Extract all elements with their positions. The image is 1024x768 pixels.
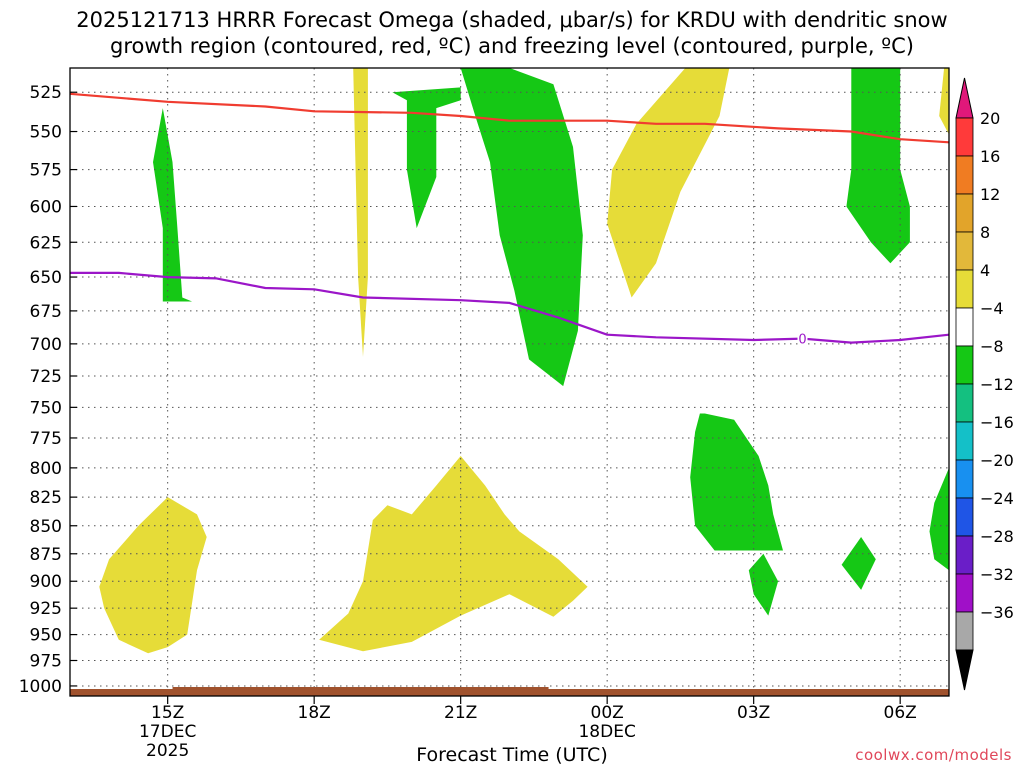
colorbar-label: 20 (980, 109, 1000, 128)
omega-positive-1 (353, 68, 368, 357)
colorbar-swatch (955, 459, 974, 499)
x-tick-label: 18Z (298, 703, 331, 723)
colorbar-label: −36 (980, 603, 1014, 622)
x-tick-date: 17DEC (139, 722, 196, 742)
y-tick-label: 750 (30, 398, 62, 418)
colorbar-swatch (955, 269, 974, 309)
terrain-bump (172, 687, 549, 690)
y-tick-label: 925 (30, 599, 62, 619)
colorbar-swatch (955, 611, 974, 651)
omega-positive-3 (939, 68, 949, 135)
colorbar-swatch (955, 573, 974, 613)
dendritic-growth-line (69, 92, 950, 144)
colorbar-label: −16 (980, 413, 1014, 432)
y-tick-label: 1000 (19, 677, 62, 697)
y-tick-label: 550 (30, 123, 62, 143)
y-tick-label: 975 (30, 652, 62, 672)
colorbar-label: 8 (980, 223, 990, 242)
colorbar-swatch (955, 193, 974, 233)
colorbar-label: −28 (980, 527, 1014, 546)
colorbar-label: −12 (980, 375, 1014, 394)
freezing-level-line (70, 271, 950, 344)
omega-negative-5 (690, 413, 783, 551)
terrain-ground (70, 689, 949, 696)
colorbar-swatch (955, 421, 974, 461)
x-tick-label: 03Z (737, 703, 770, 723)
y-tick-label: 650 (30, 268, 62, 288)
colorbar-label: −4 (980, 299, 1004, 318)
y-tick-label: 775 (30, 429, 62, 449)
y-tick-label: 600 (30, 197, 62, 217)
omega-positive-2 (607, 68, 730, 298)
colorbar-top-arrow (955, 77, 974, 119)
colorbar: 20 16 12 8 4 −4 −8 −12 −16 −20 −24 −28 −32 −36 (955, 77, 1014, 691)
y-tick-label: 725 (30, 367, 62, 387)
omega-positive-4 (99, 497, 207, 654)
x-tick-label: 15Z (151, 703, 184, 723)
colorbar-swatch (955, 383, 974, 423)
colorbar-swatch (955, 307, 974, 347)
y-tick-label: 525 (30, 83, 62, 103)
omega-negative-7 (841, 537, 876, 590)
x-tick-year: 2025 (146, 741, 189, 761)
contour-lines: 0 (69, 92, 950, 348)
omega-negative-6 (748, 553, 779, 616)
freezing-contour-label: 0 (798, 333, 806, 348)
x-tick-label: 06Z (884, 703, 917, 723)
omega-positive-5 (319, 456, 588, 652)
x-tick-label: 00Z (591, 703, 624, 723)
colorbar-bottom-arrow (955, 649, 974, 691)
omega-negative-2 (392, 87, 461, 229)
omega-negative-1 (153, 108, 193, 302)
colorbar-swatch (955, 155, 974, 195)
y-tick-label: 700 (30, 335, 62, 355)
colorbar-label: −20 (980, 451, 1014, 470)
plot-frame (69, 67, 950, 697)
x-tick-date: 18DEC (578, 722, 635, 742)
credit-link[interactable]: coolwx.com/models (855, 746, 1012, 764)
colorbar-label: −8 (980, 337, 1004, 356)
y-tick-label: 900 (30, 572, 62, 592)
x-tick-label: 21Z (444, 703, 477, 723)
y-tick-label: 575 (30, 161, 62, 181)
colorbar-swatch (955, 117, 974, 157)
y-tick-label: 850 (30, 517, 62, 537)
omega-negative-8 (929, 467, 949, 571)
colorbar-label: 4 (980, 261, 990, 280)
x-axis-title: Forecast Time (UTC) (416, 744, 608, 766)
y-tick-label: 950 (30, 626, 62, 646)
chart-title-line2: growth region (contoured, red, ºC) and f… (110, 34, 914, 58)
omega-negative-4 (846, 68, 910, 264)
terrain-strip (70, 687, 949, 696)
y-tick-label: 625 (30, 233, 62, 253)
y-axis: 525 550 575 600 625 650 675 700 725 750 775 800 825 8… (19, 83, 77, 697)
y-tick-label: 825 (30, 488, 62, 508)
colorbar-label: 12 (980, 185, 1000, 204)
colorbar-swatch (955, 535, 974, 575)
colorbar-label: −24 (980, 489, 1014, 508)
y-tick-label: 875 (30, 545, 62, 565)
colorbar-label: −32 (980, 565, 1014, 584)
y-tick-label: 800 (30, 459, 62, 479)
y-tick-label: 675 (30, 302, 62, 322)
colorbar-swatch (955, 497, 974, 537)
colorbar-label: 16 (980, 147, 1000, 166)
omega-shading (99, 68, 949, 654)
omega-negative-3 (460, 68, 583, 387)
contour-label-bg (797, 330, 808, 346)
colorbar-swatch (955, 345, 974, 385)
colorbar-swatch (955, 231, 974, 271)
chart-title-line1: 2025121713 HRRR Forecast Omega (shaded, … (76, 8, 948, 32)
